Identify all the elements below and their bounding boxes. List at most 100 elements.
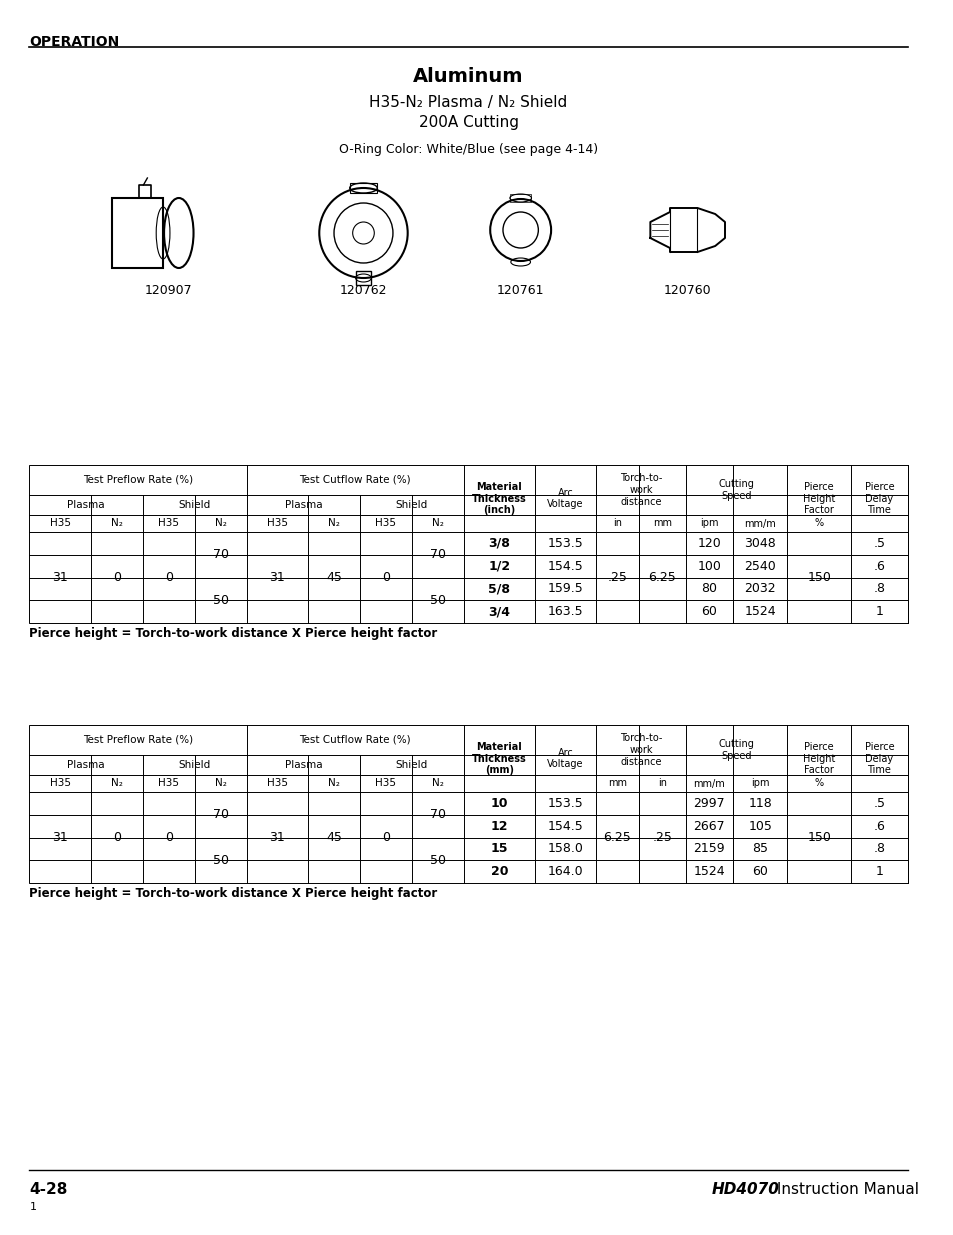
Text: 164.0: 164.0 — [547, 866, 582, 878]
Text: 120: 120 — [697, 537, 720, 550]
Text: Test Preflow Rate (%): Test Preflow Rate (%) — [83, 735, 193, 745]
Text: 6.25: 6.25 — [648, 571, 676, 584]
Text: Pierce
Height
Factor: Pierce Height Factor — [802, 482, 835, 515]
Text: 2997: 2997 — [693, 797, 724, 810]
Text: ipm: ipm — [750, 778, 769, 788]
Text: .8: .8 — [873, 842, 884, 856]
Text: 159.5: 159.5 — [547, 583, 582, 595]
Text: Aluminum: Aluminum — [413, 68, 523, 86]
Text: 31: 31 — [269, 831, 285, 844]
Text: 50: 50 — [213, 853, 229, 867]
Text: 31: 31 — [269, 571, 285, 584]
Text: 50: 50 — [430, 853, 445, 867]
Text: 2540: 2540 — [743, 559, 775, 573]
Text: OPERATION: OPERATION — [30, 35, 119, 49]
Text: 31: 31 — [52, 831, 68, 844]
Text: 120761: 120761 — [497, 284, 544, 296]
Text: 70: 70 — [213, 808, 229, 821]
Text: 0: 0 — [112, 831, 121, 844]
Text: 3/4: 3/4 — [488, 605, 510, 619]
Bar — [112, 198, 163, 268]
Text: Arc
Voltage: Arc Voltage — [547, 747, 583, 769]
Text: Pierce
Height
Factor: Pierce Height Factor — [802, 742, 835, 776]
Text: Pierce height = Torch-to-work distance X Pierce height factor: Pierce height = Torch-to-work distance X… — [30, 626, 437, 640]
Text: N₂: N₂ — [328, 519, 339, 529]
Text: 2159: 2159 — [693, 842, 724, 856]
Text: mm/m: mm/m — [693, 778, 724, 788]
Text: Cutting
Speed: Cutting Speed — [718, 740, 754, 761]
Bar — [350, 183, 376, 193]
Bar — [30, 466, 906, 622]
Text: 1524: 1524 — [743, 605, 775, 619]
Text: mm: mm — [652, 519, 671, 529]
Text: .25: .25 — [607, 571, 627, 584]
Text: .25: .25 — [652, 831, 672, 844]
Text: .5: .5 — [873, 797, 884, 810]
Text: 120760: 120760 — [663, 284, 711, 296]
Text: Torch-to-
work
distance: Torch-to- work distance — [619, 473, 661, 506]
Text: Test Cutflow Rate (%): Test Cutflow Rate (%) — [299, 735, 411, 745]
Text: 1: 1 — [30, 1202, 36, 1212]
Text: 6.25: 6.25 — [603, 831, 631, 844]
Text: 80: 80 — [700, 583, 717, 595]
Text: 31: 31 — [52, 571, 68, 584]
Bar — [509, 194, 531, 203]
Text: 153.5: 153.5 — [547, 537, 582, 550]
Text: 60: 60 — [752, 866, 767, 878]
Text: Torch-to-
work
distance: Torch-to- work distance — [619, 734, 661, 767]
Text: .8: .8 — [873, 583, 884, 595]
Text: 50: 50 — [430, 594, 445, 606]
Text: 150: 150 — [806, 831, 830, 844]
Text: 154.5: 154.5 — [547, 559, 582, 573]
Text: 0: 0 — [381, 831, 390, 844]
Text: 70: 70 — [213, 548, 229, 561]
Text: %: % — [814, 519, 822, 529]
Text: Pierce height = Torch-to-work distance X Pierce height factor: Pierce height = Torch-to-work distance X… — [30, 887, 437, 899]
Text: H35: H35 — [50, 519, 71, 529]
Text: H35: H35 — [158, 519, 179, 529]
Text: 1524: 1524 — [693, 866, 724, 878]
Text: HD4070: HD4070 — [711, 1182, 779, 1197]
Text: .6: .6 — [873, 820, 884, 832]
Text: Instruction Manual: Instruction Manual — [771, 1182, 918, 1197]
Text: Plasma: Plasma — [68, 760, 105, 769]
Text: 70: 70 — [430, 808, 445, 821]
Text: Test Preflow Rate (%): Test Preflow Rate (%) — [83, 475, 193, 485]
Text: H35: H35 — [158, 778, 179, 788]
Text: 12: 12 — [490, 820, 508, 832]
Text: N₂: N₂ — [214, 778, 227, 788]
Text: 45: 45 — [326, 831, 341, 844]
Text: 70: 70 — [430, 548, 445, 561]
Text: Shield: Shield — [178, 760, 211, 769]
Bar — [355, 270, 371, 285]
Text: 2667: 2667 — [693, 820, 724, 832]
Text: 10: 10 — [490, 797, 508, 810]
Text: O-Ring Color: White/Blue (see page 4-14): O-Ring Color: White/Blue (see page 4-14) — [338, 143, 598, 157]
Text: Pierce
Delay
Time: Pierce Delay Time — [863, 482, 893, 515]
Text: 1: 1 — [875, 866, 882, 878]
Text: H35: H35 — [375, 519, 396, 529]
Text: 2032: 2032 — [743, 583, 775, 595]
Text: 105: 105 — [747, 820, 771, 832]
Text: Shield: Shield — [395, 500, 428, 510]
Text: 5/8: 5/8 — [488, 583, 510, 595]
Text: Arc
Voltage: Arc Voltage — [547, 488, 583, 509]
Text: 0: 0 — [112, 571, 121, 584]
Text: ipm: ipm — [700, 519, 718, 529]
Text: 158.0: 158.0 — [547, 842, 582, 856]
Text: H35-N₂ Plasma / N₂ Shield: H35-N₂ Plasma / N₂ Shield — [369, 95, 567, 110]
Text: in: in — [657, 778, 666, 788]
Text: .6: .6 — [873, 559, 884, 573]
Text: 1/2: 1/2 — [488, 559, 510, 573]
Text: 3/8: 3/8 — [488, 537, 510, 550]
Text: Plasma: Plasma — [284, 500, 322, 510]
Text: 4-28: 4-28 — [30, 1182, 68, 1197]
Text: 0: 0 — [165, 571, 172, 584]
Text: H35: H35 — [267, 519, 288, 529]
Text: 0: 0 — [165, 831, 172, 844]
Text: 200A Cutting: 200A Cutting — [418, 116, 518, 131]
Text: Cutting
Speed: Cutting Speed — [718, 479, 754, 501]
Text: mm: mm — [607, 778, 626, 788]
Text: 120762: 120762 — [339, 284, 387, 296]
Text: Test Cutflow Rate (%): Test Cutflow Rate (%) — [299, 475, 411, 485]
